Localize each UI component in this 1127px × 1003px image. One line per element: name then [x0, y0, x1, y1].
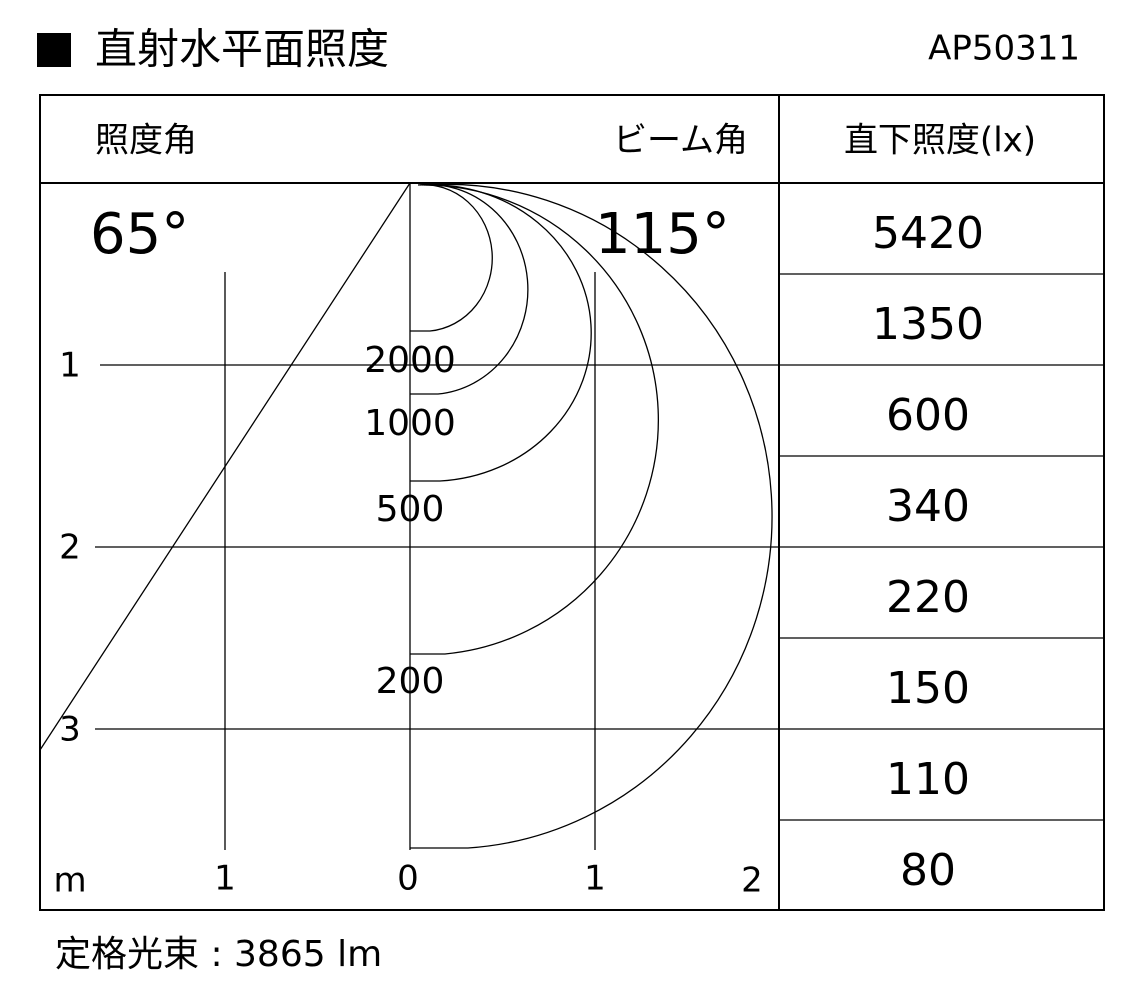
contours: [410, 183, 773, 849]
title-bullet: [37, 33, 71, 67]
distance-label: 1: [584, 859, 606, 899]
title: 直射水平面照度: [95, 25, 389, 74]
column-header: 直下照度(lx): [844, 121, 1036, 161]
model-number: AP50311: [928, 29, 1080, 69]
table-rows: [779, 273, 1104, 821]
illuminance-angle: 65°: [90, 202, 189, 267]
illuminance-value: 600: [886, 390, 970, 441]
beam-edge: [39, 182, 411, 751]
distance-label: 1: [214, 859, 236, 899]
column-header: 照度角: [95, 121, 197, 161]
rated-flux: 定格光束 : 3865 lm: [55, 934, 382, 975]
illuminance-value: 150: [886, 663, 970, 714]
illuminance-value: 220: [886, 572, 970, 623]
contour: [410, 184, 659, 655]
distance-label: 0: [397, 859, 419, 899]
illuminance-value: 1350: [872, 299, 984, 350]
distance-label: 2: [741, 861, 763, 901]
illuminance-values: 5420 1350 600 340 220 150 110 80: [872, 208, 984, 896]
distance-label: 1: [59, 346, 81, 386]
contour: [410, 183, 773, 849]
illuminance-value: 340: [886, 481, 970, 532]
contour-label: 2000: [364, 340, 456, 381]
column-header: ビーム角: [613, 121, 748, 161]
contour: [410, 183, 529, 395]
unit-label: m: [53, 861, 86, 901]
distance-label: 2: [59, 528, 81, 568]
contour-label: 1000: [364, 403, 456, 444]
grid: [95, 183, 1104, 850]
contour: [410, 184, 592, 482]
contour: [410, 184, 493, 332]
distance-label: 3: [59, 710, 81, 750]
illuminance-value: 5420: [872, 208, 984, 259]
illuminance-value: 110: [886, 754, 970, 805]
beam-angle: 115°: [595, 202, 730, 267]
frame: [39, 94, 1105, 911]
illuminance-value: 80: [900, 845, 956, 896]
contour-label: 500: [376, 489, 445, 530]
contour-label: 200: [376, 661, 445, 702]
